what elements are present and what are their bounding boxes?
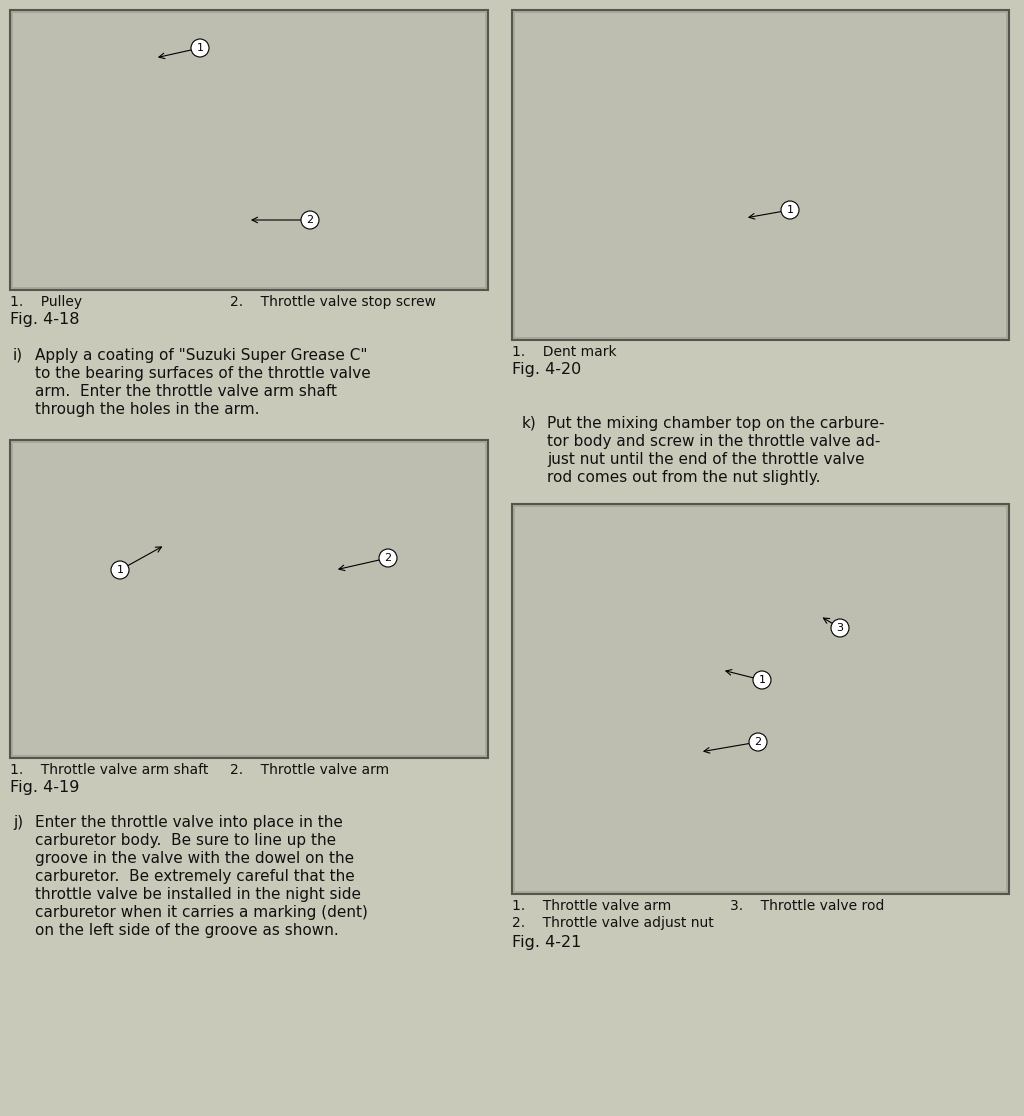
- Text: 1: 1: [786, 205, 794, 215]
- Text: groove in the valve with the dowel on the: groove in the valve with the dowel on th…: [35, 852, 354, 866]
- Text: on the left side of the groove as shown.: on the left side of the groove as shown.: [35, 923, 339, 939]
- Circle shape: [111, 561, 129, 579]
- Text: tor body and screw in the throttle valve ad-: tor body and screw in the throttle valve…: [547, 434, 881, 449]
- Text: Fig. 4-19: Fig. 4-19: [10, 780, 80, 795]
- Text: 2.    Throttle valve adjust nut: 2. Throttle valve adjust nut: [512, 916, 714, 930]
- Bar: [13, 13, 485, 287]
- Text: just nut until the end of the throttle valve: just nut until the end of the throttle v…: [547, 452, 864, 466]
- Text: throttle valve be installed in the night side: throttle valve be installed in the night…: [35, 887, 361, 902]
- Text: 1.    Dent mark: 1. Dent mark: [512, 345, 616, 359]
- Text: 3: 3: [837, 623, 844, 633]
- Text: arm.  Enter the throttle valve arm shaft: arm. Enter the throttle valve arm shaft: [35, 384, 337, 400]
- Text: 2: 2: [755, 737, 762, 747]
- Bar: [13, 443, 485, 756]
- Text: j): j): [13, 815, 24, 830]
- Text: 3.    Throttle valve rod: 3. Throttle valve rod: [730, 899, 885, 913]
- Text: 1.    Throttle valve arm: 1. Throttle valve arm: [512, 899, 672, 913]
- Text: 2: 2: [384, 554, 391, 562]
- Text: i): i): [13, 348, 24, 363]
- Text: Put the mixing chamber top on the carbure-: Put the mixing chamber top on the carbur…: [547, 416, 885, 431]
- Text: rod comes out from the nut slightly.: rod comes out from the nut slightly.: [547, 470, 820, 485]
- Circle shape: [191, 39, 209, 57]
- Bar: [515, 13, 1006, 337]
- Text: 1: 1: [197, 44, 204, 52]
- Text: carburetor body.  Be sure to line up the: carburetor body. Be sure to line up the: [35, 833, 336, 848]
- Text: 1.    Throttle valve arm shaft: 1. Throttle valve arm shaft: [10, 763, 208, 777]
- Text: carburetor.  Be extremely careful that the: carburetor. Be extremely careful that th…: [35, 869, 354, 884]
- Text: Enter the throttle valve into place in the: Enter the throttle valve into place in t…: [35, 815, 343, 830]
- Text: 1.    Pulley: 1. Pulley: [10, 295, 82, 309]
- Text: k): k): [522, 416, 537, 431]
- Circle shape: [301, 211, 319, 229]
- Text: 1: 1: [759, 675, 766, 685]
- Text: 1: 1: [117, 565, 124, 575]
- Text: 2.    Throttle valve stop screw: 2. Throttle valve stop screw: [230, 295, 436, 309]
- Bar: [512, 10, 1009, 340]
- Circle shape: [781, 201, 799, 219]
- Text: through the holes in the arm.: through the holes in the arm.: [35, 402, 259, 417]
- Circle shape: [379, 549, 397, 567]
- Bar: [10, 440, 488, 758]
- Text: Apply a coating of "Suzuki Super Grease C": Apply a coating of "Suzuki Super Grease …: [35, 348, 368, 363]
- Text: 2: 2: [306, 215, 313, 225]
- Text: to the bearing surfaces of the throttle valve: to the bearing surfaces of the throttle …: [35, 366, 371, 381]
- Text: Fig. 4-21: Fig. 4-21: [512, 935, 582, 950]
- Bar: [10, 10, 488, 290]
- Text: carburetor when it carries a marking (dent): carburetor when it carries a marking (de…: [35, 905, 368, 920]
- Text: Fig. 4-18: Fig. 4-18: [10, 312, 80, 327]
- Circle shape: [753, 671, 771, 689]
- Bar: [512, 504, 1009, 894]
- Text: Fig. 4-20: Fig. 4-20: [512, 362, 582, 377]
- Circle shape: [749, 733, 767, 751]
- Bar: [515, 507, 1006, 891]
- Circle shape: [831, 619, 849, 637]
- Text: 2.    Throttle valve arm: 2. Throttle valve arm: [230, 763, 389, 777]
